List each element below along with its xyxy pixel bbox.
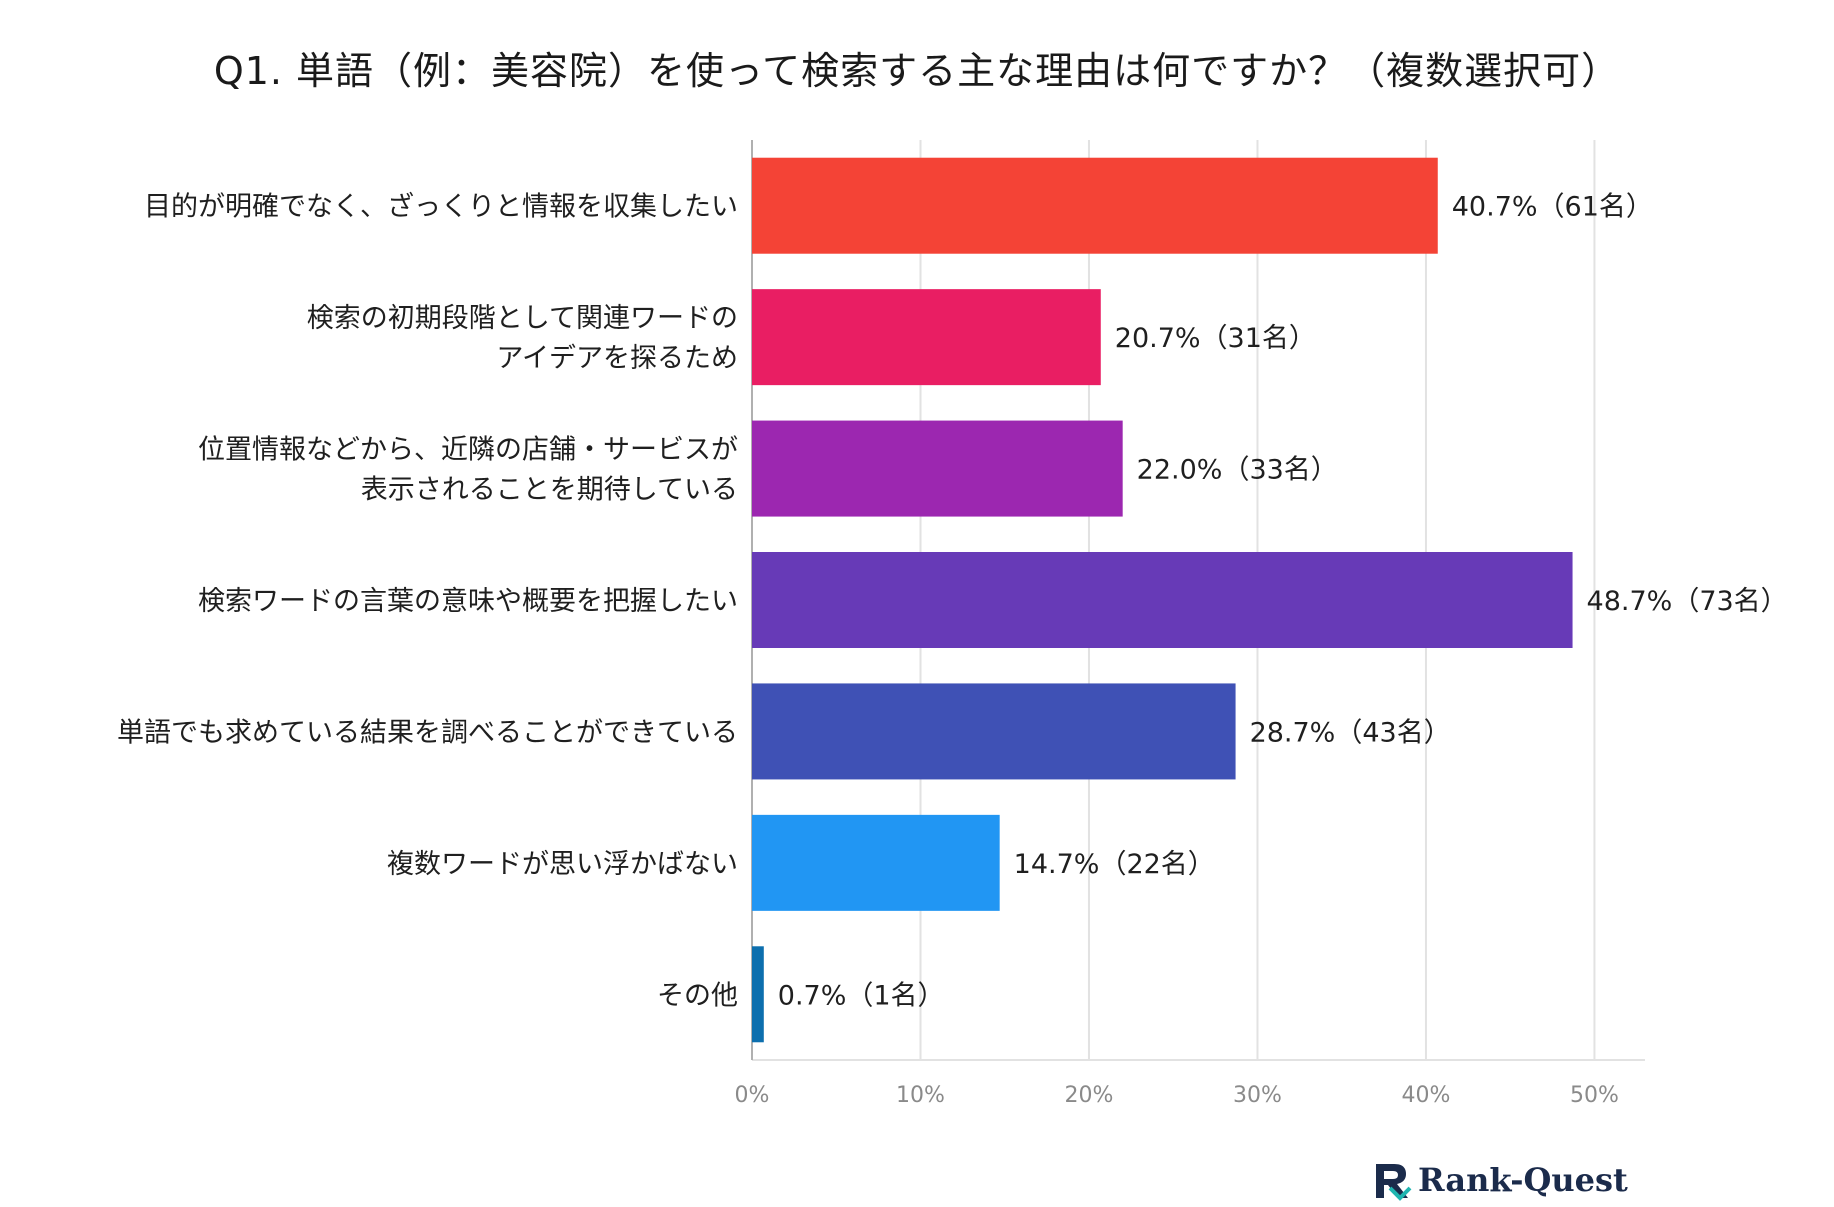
category-label: 検索ワードの言葉の意味や概要を把握したい bbox=[198, 586, 738, 617]
x-tick-label: 10% bbox=[896, 1083, 945, 1108]
x-tick-label: 30% bbox=[1233, 1083, 1282, 1108]
bar bbox=[752, 946, 764, 1043]
x-tick-label: 0% bbox=[735, 1083, 770, 1108]
bar bbox=[752, 683, 1236, 780]
x-tick-label: 40% bbox=[1402, 1083, 1451, 1108]
chart-title: Q1. 単語（例：美容院）を使って検索する主な理由は何ですか？（複数選択可） bbox=[213, 49, 1621, 93]
rank-quest-logo-icon bbox=[1376, 1164, 1412, 1201]
x-tick-label: 50% bbox=[1570, 1083, 1619, 1108]
data-label: 22.0%（33名） bbox=[1137, 455, 1338, 486]
bar bbox=[752, 289, 1101, 386]
category-label: 表示されることを期待している bbox=[361, 475, 738, 506]
category-label: 検索の初期段階として関連ワードの bbox=[307, 303, 738, 334]
data-label: 14.7%（22名） bbox=[1014, 849, 1215, 880]
category-label: その他 bbox=[657, 980, 738, 1011]
category-label: 単語でも求めている結果を調べることができている bbox=[117, 717, 738, 748]
data-label: 48.7%（73名） bbox=[1587, 586, 1788, 617]
brand-name: Rank-Quest bbox=[1418, 1161, 1628, 1199]
category-label: 複数ワードが思い浮かばない bbox=[387, 849, 738, 880]
bar bbox=[752, 552, 1573, 648]
category-label: 目的が明確でなく、ざっくりと情報を収集したい bbox=[144, 192, 738, 223]
bar bbox=[752, 814, 1000, 911]
data-label: 28.7%（43名） bbox=[1250, 717, 1451, 748]
bar bbox=[752, 420, 1123, 517]
bar bbox=[752, 157, 1438, 254]
category-label: アイデアを探るため bbox=[496, 343, 738, 374]
x-tick-label: 20% bbox=[1065, 1083, 1114, 1108]
data-label: 40.7%（61名） bbox=[1452, 192, 1653, 223]
data-label: 0.7%（1名） bbox=[778, 980, 945, 1011]
category-label: 位置情報などから、近隣の店舗・サービスが bbox=[198, 435, 738, 466]
brand-logo: Rank-Quest bbox=[1370, 1158, 1628, 1202]
data-label: 20.7%（31名） bbox=[1115, 323, 1316, 354]
